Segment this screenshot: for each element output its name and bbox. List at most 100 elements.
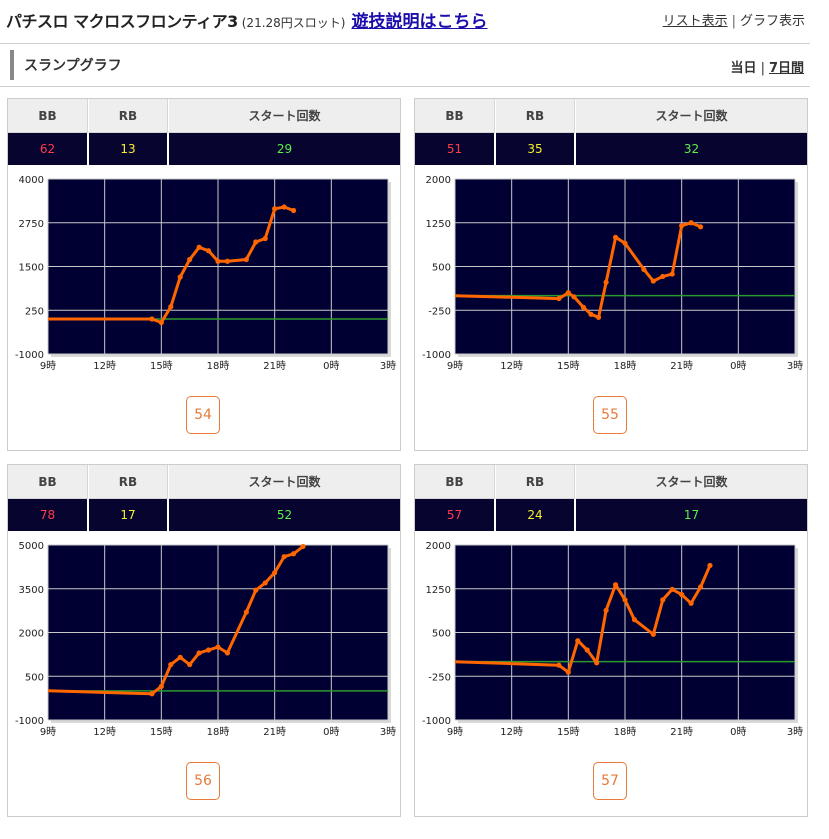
data-point	[588, 311, 594, 317]
data-point	[149, 316, 155, 322]
start-count: 52	[169, 499, 400, 531]
machine-number-button[interactable]: 57	[593, 762, 627, 800]
machine-number-button[interactable]: 55	[593, 396, 627, 434]
machine-card: BB RB スタート回数 62 13 29 4000 2750 1500 250 -10…	[7, 98, 401, 451]
data-point	[224, 258, 231, 264]
period-7days-link[interactable]: 7日間	[768, 61, 804, 76]
x-tick-label: 21時	[263, 726, 286, 738]
data-point	[565, 669, 571, 675]
data-point	[565, 290, 571, 296]
data-point	[205, 248, 212, 254]
y-tick-label: 3500	[19, 585, 44, 596]
start-count-header: スタート回数	[576, 99, 807, 133]
machine-card: BB RB スタート回数 78 17 52 5000 3500 2000 500 -10…	[7, 464, 401, 817]
x-tick-label: 3時	[380, 360, 396, 372]
rb-count: 17	[89, 499, 168, 531]
y-tick-label: -1000	[15, 350, 44, 361]
data-point	[281, 554, 287, 560]
data-point	[595, 314, 602, 320]
machine-number-button[interactable]: 54	[186, 396, 220, 434]
y-tick-label: 500	[432, 629, 451, 640]
start-count: 17	[576, 499, 807, 531]
data-point	[612, 582, 619, 588]
data-point	[290, 551, 297, 557]
y-tick-label: -1000	[422, 350, 451, 361]
data-point	[669, 586, 675, 592]
bb-header: BB	[8, 99, 88, 133]
list-view-link[interactable]: リスト表示	[662, 14, 728, 29]
x-tick-label: 3時	[380, 726, 396, 738]
bb-count: 51	[415, 133, 495, 165]
data-point	[650, 631, 656, 637]
data-point	[707, 562, 713, 569]
data-point	[158, 683, 164, 690]
data-point	[262, 235, 268, 242]
data-point	[215, 258, 221, 264]
data-point	[660, 597, 666, 603]
page-header: パチスロ マクロスフロンティア3 (21.28円スロット) 遊技説明はこちら リスト…	[0, 0, 815, 40]
period-separator: |	[760, 61, 765, 76]
machine-card: BB RB スタート回数 57 24 17 2000 1250 500 -250 -10…	[414, 464, 808, 817]
machine-title: パチスロ マクロスフロンティア3 (21.28円スロット) 遊技説明はこちら	[6, 7, 487, 32]
rb-header: RB	[496, 465, 575, 499]
x-tick-label: 3時	[787, 726, 803, 738]
data-point	[243, 256, 249, 263]
machine-rate: (21.28円スロット)	[241, 16, 346, 30]
data-point	[205, 647, 212, 653]
data-point	[290, 207, 297, 214]
rb-count: 35	[496, 133, 575, 165]
data-point	[679, 591, 685, 598]
y-tick-label: 1500	[19, 263, 44, 274]
data-point	[196, 244, 202, 250]
rb-count: 13	[89, 133, 168, 165]
start-count: 32	[576, 133, 807, 165]
period-switch: 当日 | 7日間	[731, 57, 804, 76]
x-tick-label: 15時	[150, 726, 173, 738]
data-point	[272, 206, 278, 212]
data-point	[300, 543, 306, 550]
rb-header: RB	[89, 465, 168, 499]
y-tick-label: -250	[428, 672, 451, 683]
start-count-header: スタート回数	[576, 465, 807, 499]
data-point	[669, 271, 675, 277]
bb-count: 57	[415, 499, 495, 531]
data-point	[660, 273, 666, 280]
y-tick-label: 2000	[426, 175, 451, 186]
data-point	[556, 662, 562, 668]
section-title: スランプグラフ	[24, 58, 122, 74]
x-tick-label: 12時	[500, 360, 523, 372]
x-tick-label: 3時	[787, 360, 803, 372]
data-point	[215, 644, 221, 650]
y-tick-label: 2000	[426, 541, 451, 552]
y-tick-label: 500	[432, 263, 451, 274]
header-divider	[0, 43, 810, 44]
howto-link[interactable]: 遊技説明はこちら	[351, 12, 488, 32]
rb-header: RB	[89, 99, 168, 133]
bb-count: 62	[8, 133, 88, 165]
data-point	[622, 597, 628, 603]
y-tick-label: -1000	[15, 716, 44, 727]
y-tick-label: 2750	[19, 219, 44, 230]
data-point	[594, 660, 600, 666]
data-point	[688, 220, 694, 226]
data-point	[580, 304, 587, 310]
start-count-header: スタート回数	[169, 99, 400, 133]
y-tick-label: 500	[25, 672, 44, 683]
data-point	[224, 650, 231, 656]
machine-number-button[interactable]: 56	[186, 762, 220, 800]
x-tick-label: 12時	[93, 360, 116, 372]
x-tick-label: 9時	[447, 726, 463, 738]
rb-header: RB	[496, 99, 575, 133]
x-tick-label: 18時	[207, 726, 230, 738]
x-tick-label: 0時	[730, 360, 746, 372]
x-tick-label: 12時	[93, 726, 116, 738]
graph-view-label: グラフ表示	[739, 14, 805, 29]
data-point	[679, 223, 685, 229]
start-count-header: スタート回数	[169, 465, 400, 499]
data-point	[253, 239, 259, 245]
x-tick-label: 12時	[500, 726, 523, 738]
section-divider	[0, 86, 810, 87]
y-tick-label: 1250	[426, 585, 451, 596]
